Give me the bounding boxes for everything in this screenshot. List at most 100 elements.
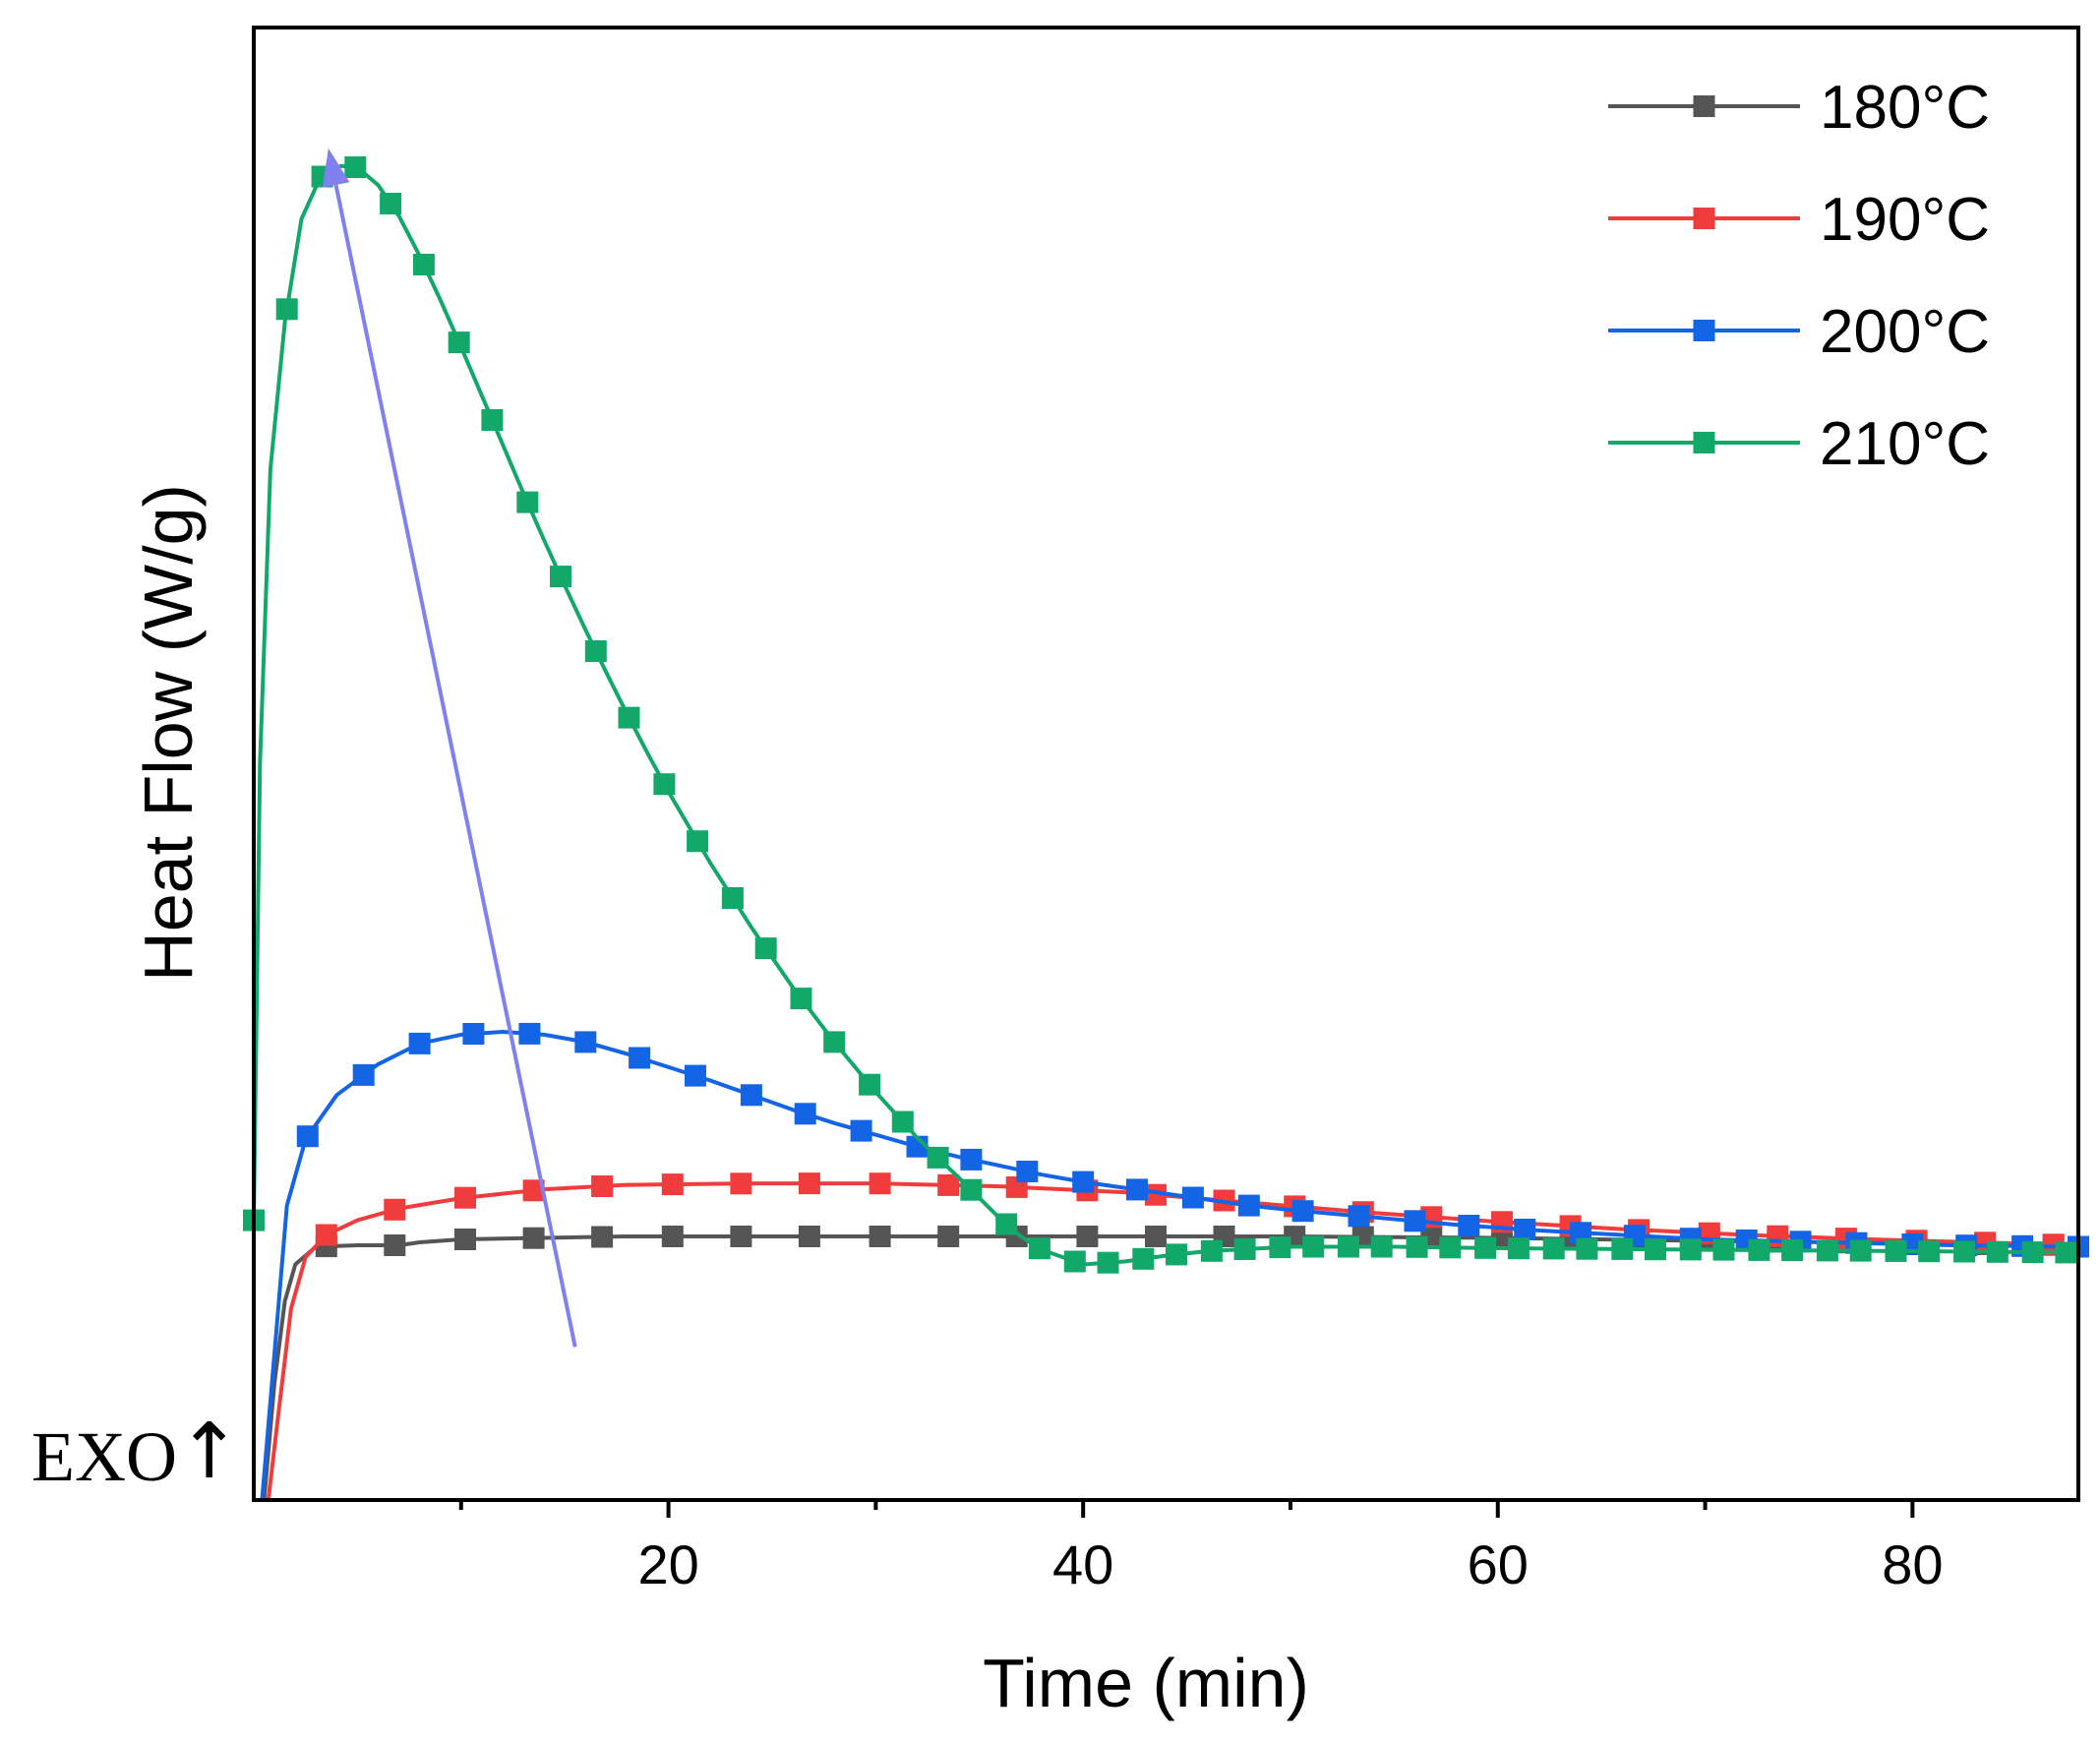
data-marker	[618, 706, 640, 729]
data-marker	[462, 1023, 485, 1045]
data-marker	[315, 1224, 337, 1246]
data-marker	[574, 1031, 597, 1053]
data-marker	[1126, 1178, 1148, 1201]
legend-marker	[1693, 208, 1715, 229]
data-marker	[550, 566, 571, 588]
series-line	[260, 1030, 2079, 1501]
data-marker	[1953, 1240, 1976, 1263]
exo-label: EXO	[31, 1417, 177, 1496]
data-marker	[1712, 1238, 1735, 1261]
legend-item: 200°C	[1608, 298, 1990, 366]
legend-marker	[1693, 432, 1715, 453]
data-marker	[1514, 1219, 1536, 1240]
data-marker	[584, 640, 607, 662]
data-marker	[481, 409, 504, 431]
data-marker	[1302, 1235, 1325, 1258]
data-marker	[408, 1032, 431, 1054]
data-marker	[661, 1173, 684, 1196]
data-marker	[927, 1146, 949, 1169]
legend-item: 190°C	[1608, 186, 1990, 254]
data-marker	[1748, 1238, 1770, 1261]
data-marker	[1072, 1171, 1095, 1193]
legend: 180°C 190°C 200°C 210°C	[1608, 74, 1990, 478]
data-marker	[1918, 1240, 1941, 1263]
data-marker	[1028, 1237, 1050, 1260]
series-line	[262, 1234, 2079, 1501]
data-marker	[1200, 1239, 1223, 1262]
data-marker	[1406, 1235, 1428, 1258]
data-marker	[1885, 1239, 1907, 1262]
data-marker	[653, 773, 676, 796]
data-marker	[1507, 1237, 1530, 1260]
data-marker	[1132, 1247, 1155, 1270]
data-marker	[869, 1172, 891, 1195]
data-marker	[1145, 1183, 1167, 1206]
exo-arrow-icon: ↑	[177, 1408, 241, 1496]
data-marker	[1474, 1236, 1497, 1259]
data-marker	[790, 988, 812, 1010]
data-marker	[344, 156, 367, 178]
series-210C	[243, 156, 2079, 1274]
series-190C	[266, 1172, 2079, 1501]
data-marker	[454, 1186, 476, 1209]
data-marker	[1849, 1239, 1872, 1262]
data-marker	[740, 1084, 762, 1107]
data-marker	[1458, 1215, 1480, 1236]
legend-label: 190°C	[1820, 186, 1990, 254]
trend-arrow-shaft	[333, 184, 577, 1348]
data-marker	[891, 1111, 914, 1133]
data-marker	[1348, 1205, 1370, 1228]
data-marker	[1145, 1226, 1167, 1247]
data-marker	[1291, 1200, 1314, 1223]
data-marker	[1338, 1235, 1359, 1258]
data-marker	[754, 937, 777, 960]
plot-frame	[252, 26, 2080, 1502]
data-marker	[1237, 1194, 1260, 1217]
data-marker	[454, 1229, 476, 1250]
data-marker	[1576, 1237, 1598, 1260]
data-marker	[522, 1227, 545, 1249]
data-marker	[1645, 1238, 1666, 1261]
data-marker	[1542, 1237, 1565, 1260]
data-marker	[721, 887, 744, 909]
data-marker	[1986, 1240, 2009, 1263]
x-tick-label: 20	[637, 1533, 698, 1595]
data-marker	[1233, 1238, 1256, 1260]
data-marker	[1439, 1236, 1462, 1259]
legend-marker	[1693, 95, 1715, 117]
data-marker	[859, 1073, 881, 1096]
data-marker	[960, 1178, 983, 1201]
data-marker	[275, 298, 298, 321]
data-marker	[661, 1226, 684, 1247]
legend-label: 200°C	[1820, 298, 1990, 366]
data-marker	[1404, 1210, 1426, 1232]
data-marker	[798, 1172, 820, 1195]
data-marker	[685, 1064, 706, 1087]
data-marker	[687, 830, 709, 853]
data-marker	[380, 193, 402, 214]
data-marker	[1097, 1251, 1119, 1274]
data-marker	[2021, 1241, 2044, 1264]
data-marker	[591, 1175, 614, 1197]
data-marker	[995, 1213, 1018, 1235]
trend-arrow-layer	[322, 148, 577, 1348]
data-marker	[516, 491, 539, 513]
data-marker	[730, 1226, 752, 1247]
legend-label: 210°C	[1820, 410, 1990, 478]
data-marker	[798, 1226, 820, 1247]
data-marker	[1370, 1235, 1393, 1258]
legend-item: 210°C	[1608, 410, 1990, 478]
data-marker	[384, 1198, 406, 1221]
legend-item: 180°C	[1608, 74, 1990, 142]
x-tick-label: 40	[1052, 1533, 1113, 1595]
data-marker	[1016, 1161, 1039, 1182]
data-marker	[1816, 1239, 1838, 1262]
series-line	[252, 163, 2079, 1267]
x-axis-ticks: 20 40 60 80	[458, 1500, 1944, 1595]
x-tick-label: 60	[1468, 1533, 1529, 1595]
data-marker	[384, 1234, 406, 1256]
data-marker	[522, 1179, 545, 1202]
data-marker	[850, 1119, 872, 1142]
legend-label: 180°C	[1820, 74, 1990, 142]
